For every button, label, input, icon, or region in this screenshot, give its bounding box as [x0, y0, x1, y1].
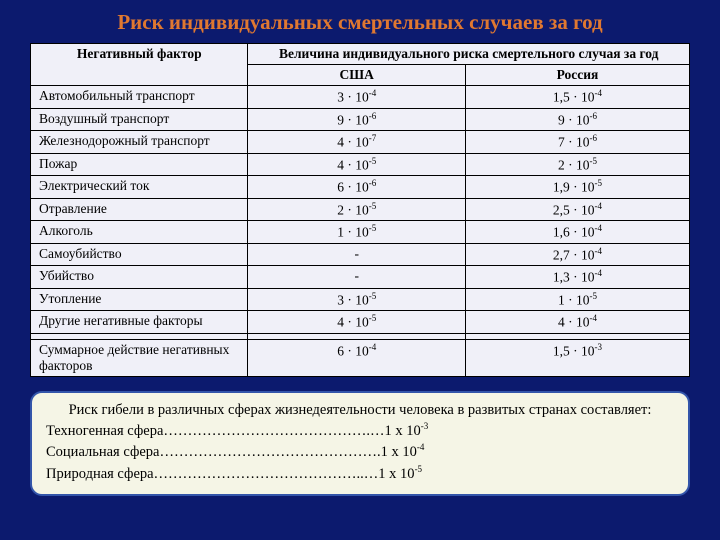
usa-cell: 4 · 10-7: [248, 131, 465, 154]
panel-line: Социальная сфера……………………………………….1 х 10-4: [46, 441, 674, 462]
russia-cell: 2,5 · 10-4: [465, 198, 689, 221]
usa-cell: -: [248, 266, 465, 289]
col-russia: Россия: [465, 65, 689, 86]
usa-cell: -: [248, 243, 465, 266]
table-row: Самоубийство-2,7 · 10-4: [31, 243, 690, 266]
usa-cell: 3 · 10-4: [248, 86, 465, 109]
panel-heading: Риск гибели в различных сферах жизнедеят…: [46, 401, 674, 421]
table-row-summary: Суммарное действие негативных факторов6 …: [31, 339, 690, 376]
summary-panel-container: Риск гибели в различных сферах жизнедеят…: [30, 391, 690, 497]
factor-cell: Самоубийство: [31, 243, 248, 266]
factor-cell: Убийство: [31, 266, 248, 289]
usa-cell: 2 · 10-5: [248, 198, 465, 221]
usa-cell: 6 · 10-6: [248, 176, 465, 199]
table-row: Утопление3 · 10-51 · 10-5: [31, 288, 690, 311]
page-title: Риск индивидуальных смертельных случаев …: [0, 0, 720, 43]
factor-cell: Отравление: [31, 198, 248, 221]
panel-line: Техногенная сфера…………………………………….…1 х 10-…: [46, 420, 674, 441]
factor-cell: Воздушный транспорт: [31, 108, 248, 131]
factor-cell: Железнодорожный транспорт: [31, 131, 248, 154]
usa-cell: 4 · 10-5: [248, 311, 465, 334]
russia-cell: 2,7 · 10-4: [465, 243, 689, 266]
russia-cell: 4 · 10-4: [465, 311, 689, 334]
panel-line: Природная сфера……………………………………..…1 х 10-5: [46, 463, 674, 484]
table-row: Отравление2 · 10-52,5 · 10-4: [31, 198, 690, 221]
table-row: Воздушный транспорт9 · 10-69 · 10-6: [31, 108, 690, 131]
col-usa: США: [248, 65, 465, 86]
russia-cell: 1,3 · 10-4: [465, 266, 689, 289]
russia-cell: 1 · 10-5: [465, 288, 689, 311]
russia-cell: 1,9 · 10-5: [465, 176, 689, 199]
russia-cell: 1,6 · 10-4: [465, 221, 689, 244]
usa-cell: 9 · 10-6: [248, 108, 465, 131]
usa-cell: 6 · 10-4: [248, 339, 465, 376]
factor-cell: Другие негативные факторы: [31, 311, 248, 334]
factor-cell: Алкоголь: [31, 221, 248, 244]
col-factor: Негативный фактор: [31, 44, 248, 86]
table-row: Пожар4 · 10-52 · 10-5: [31, 153, 690, 176]
table-row: Алкоголь1 · 10-51,6 · 10-4: [31, 221, 690, 244]
risk-table: Негативный фактор Величина индивидуально…: [30, 43, 690, 377]
russia-cell: 2 · 10-5: [465, 153, 689, 176]
russia-cell: 1,5 · 10-4: [465, 86, 689, 109]
factor-cell: Утопление: [31, 288, 248, 311]
factor-cell: Пожар: [31, 153, 248, 176]
factor-cell: Суммарное действие негативных факторов: [31, 339, 248, 376]
usa-cell: 4 · 10-5: [248, 153, 465, 176]
table-row: Другие негативные факторы4 · 10-54 · 10-…: [31, 311, 690, 334]
factor-cell: Автомобильный транспорт: [31, 86, 248, 109]
table-row: Автомобильный транспорт3 · 10-41,5 · 10-…: [31, 86, 690, 109]
table-row: Железнодорожный транспорт4 · 10-77 · 10-…: [31, 131, 690, 154]
table-body: Автомобильный транспорт3 · 10-41,5 · 10-…: [31, 86, 690, 377]
usa-cell: 1 · 10-5: [248, 221, 465, 244]
table-row: Убийство-1,3 · 10-4: [31, 266, 690, 289]
russia-cell: 9 · 10-6: [465, 108, 689, 131]
russia-cell: 7 · 10-6: [465, 131, 689, 154]
usa-cell: 3 · 10-5: [248, 288, 465, 311]
risk-table-container: Негативный фактор Величина индивидуально…: [30, 43, 690, 377]
factor-cell: Электрический ток: [31, 176, 248, 199]
russia-cell: 1,5 · 10-3: [465, 339, 689, 376]
panel-lines: Техногенная сфера…………………………………….…1 х 10-…: [46, 420, 674, 484]
col-risk: Величина индивидуального риска смертельн…: [248, 44, 690, 65]
summary-panel: Риск гибели в различных сферах жизнедеят…: [30, 391, 690, 497]
table-row: Электрический ток6 · 10-61,9 · 10-5: [31, 176, 690, 199]
